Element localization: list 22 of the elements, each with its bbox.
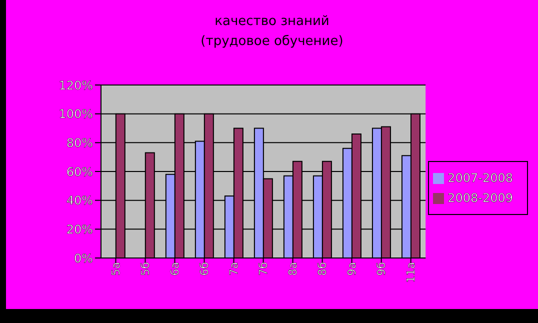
y-tick-label: 20% xyxy=(66,222,93,236)
y-tick-label: 120% xyxy=(58,78,93,92)
legend-label: 2008-2009 xyxy=(448,191,513,205)
x-tick-label: 11а xyxy=(404,262,418,283)
x-tick-label: 6б xyxy=(198,262,212,276)
x-tick-label: 9б xyxy=(375,262,388,276)
x-tick-label: 6а xyxy=(168,262,182,276)
x-tick-label: 9а xyxy=(346,262,359,276)
chart-subtitle: (трудовое обучение) xyxy=(200,33,344,51)
x-tick-label: 7б xyxy=(257,262,270,276)
x-tick-label: 5б xyxy=(139,262,152,276)
x-tick-label: 8а xyxy=(286,262,300,276)
y-tick-label: 60% xyxy=(66,164,93,179)
y-tick-label: 80% xyxy=(66,136,93,150)
x-tick-label: 8б xyxy=(316,262,330,276)
y-tick-label: 40% xyxy=(66,194,93,208)
y-tick-label: 0% xyxy=(74,251,93,266)
chart-title: качество знаний xyxy=(214,13,330,31)
x-tick-label: 7а xyxy=(228,262,241,276)
x-tick-label: 5а xyxy=(110,262,123,276)
legend-label: 2007-2008 xyxy=(448,171,513,185)
y-tick-label: 100% xyxy=(58,107,93,122)
